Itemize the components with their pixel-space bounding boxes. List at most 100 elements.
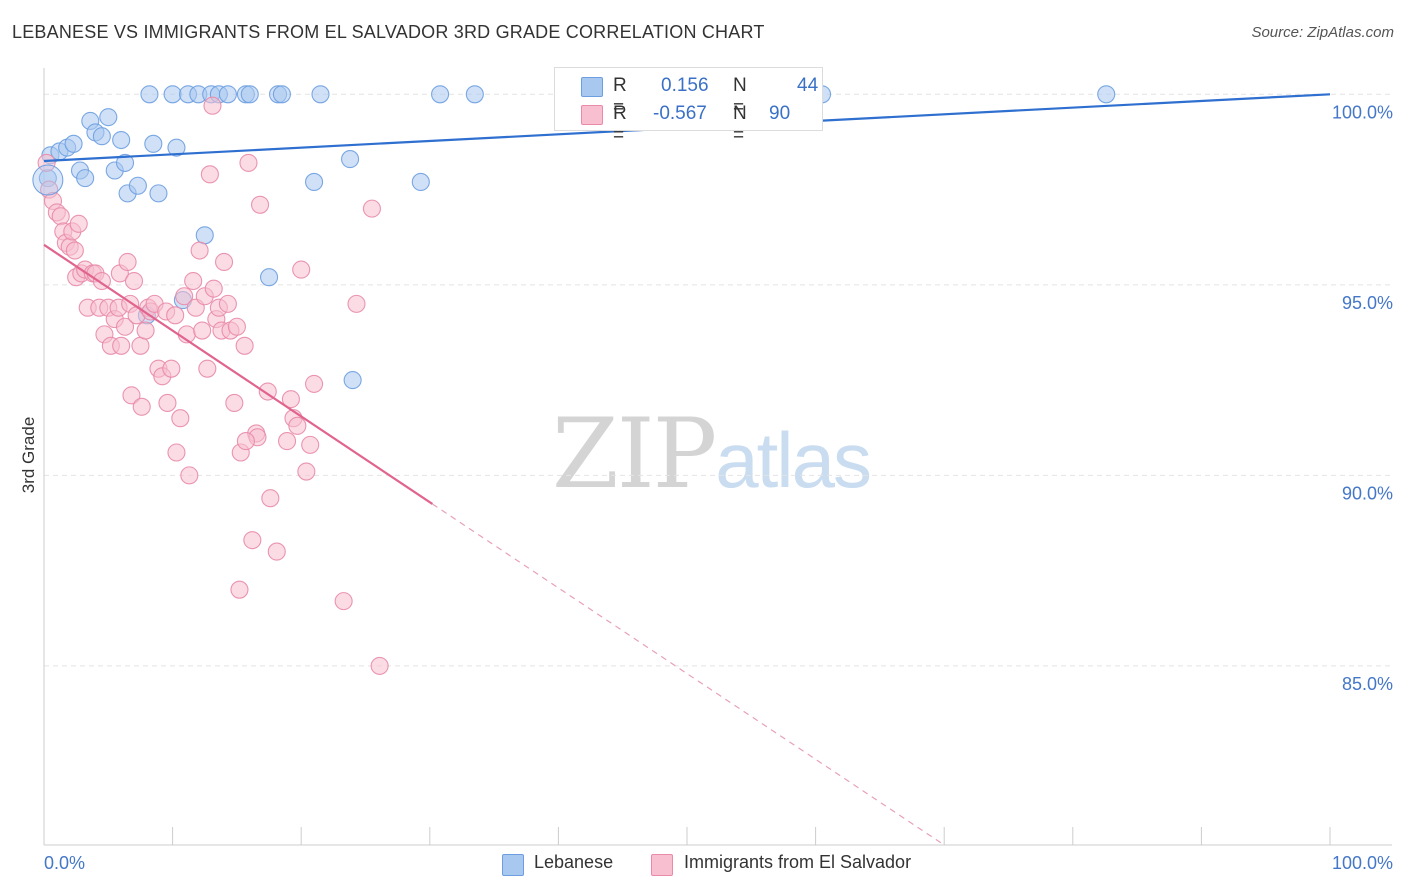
legend-n-label: N =	[733, 103, 747, 146]
lebanese-point	[240, 85, 259, 104]
el-salvador-point	[65, 241, 84, 260]
el-salvador-point	[118, 252, 137, 272]
el-salvador-point	[227, 317, 246, 336]
el-salvador-point	[115, 317, 135, 336]
watermark: ZIPatlas	[552, 398, 872, 510]
el-salvador-point	[51, 207, 70, 226]
legend-r-value: 0.156	[661, 75, 709, 96]
lebanese-point	[341, 150, 360, 169]
lebanese-point	[128, 176, 147, 195]
legend-n-label: N =	[733, 75, 747, 118]
el-salvador-point	[204, 279, 223, 298]
el-salvador-point	[239, 153, 258, 172]
el-salvador-point	[171, 409, 190, 428]
stats-legend: R = 0.156 N = 44 R = -0.567 N = 90	[554, 67, 823, 146]
el-salvador-point	[281, 390, 300, 409]
y-axis-label: 3rd Grade	[19, 417, 38, 494]
lebanese-point	[343, 371, 362, 390]
el-salvador-point	[305, 374, 324, 393]
lebanese-point	[144, 134, 163, 153]
el-salvador-point	[198, 359, 217, 378]
el-salvador-point	[267, 542, 286, 561]
y-tick-label: 90.0%	[1342, 483, 1393, 503]
el-salvador-point	[334, 592, 353, 611]
lebanese-point	[272, 85, 291, 104]
el-salvador-point	[347, 294, 366, 313]
lebanese-point	[218, 85, 237, 104]
el-salvador-point	[162, 359, 181, 378]
lebanese-point	[149, 184, 168, 203]
legend-n-value: 90	[769, 103, 791, 124]
lebanese-point	[431, 85, 450, 104]
el-salvador-point	[225, 393, 244, 413]
el-salvador-point	[122, 386, 141, 405]
el-salvador-point	[200, 165, 219, 184]
el-salvador-point	[218, 294, 237, 313]
el-salvador-point	[301, 435, 320, 454]
el-salvador-point	[236, 432, 255, 451]
lebanese-point	[140, 85, 159, 104]
el-salvador-point	[112, 336, 131, 355]
el-salvador-trend-extension	[432, 503, 945, 846]
source-label: Source: ZipAtlas.com	[1251, 24, 1394, 41]
legend-r-label: R =	[613, 103, 627, 146]
legend-swatch-lebanese	[502, 854, 524, 876]
el-salvador-point	[190, 241, 209, 260]
lebanese-point	[195, 226, 214, 245]
el-salvador-point	[214, 252, 234, 272]
legend-label-lebanese: Lebanese	[534, 852, 614, 872]
watermark-atlas: atlas	[715, 416, 872, 504]
el-salvador-point	[158, 393, 177, 413]
el-salvador-point	[184, 271, 203, 291]
el-salvador-point	[370, 656, 389, 675]
el-salvador-point	[362, 199, 381, 218]
el-salvador-point	[124, 271, 144, 291]
el-salvador-point	[250, 195, 270, 214]
el-salvador-point	[261, 489, 280, 508]
legend-swatch-lebanese	[581, 77, 603, 97]
lebanese-point	[76, 169, 95, 188]
lebanese-point	[64, 134, 83, 153]
y-tick-label: 85.0%	[1342, 674, 1393, 694]
el-salvador-point	[37, 153, 56, 172]
watermark-zip: ZIP	[552, 398, 717, 510]
lebanese-point	[115, 153, 135, 172]
el-salvador-point	[230, 580, 249, 599]
el-salvador-point	[297, 462, 316, 481]
el-salvador-point	[243, 531, 262, 550]
lebanese-point	[305, 172, 324, 191]
el-salvador-point	[292, 260, 311, 279]
el-salvador-point	[235, 336, 254, 355]
el-salvador-point	[193, 321, 212, 340]
lebanese-point	[1097, 85, 1116, 104]
lebanese-point	[99, 108, 118, 127]
legend-swatch-el-salvador	[581, 105, 603, 125]
lebanese-point	[259, 268, 279, 287]
el-salvador-point	[175, 287, 194, 306]
el-salvador-point	[166, 306, 185, 325]
el-salvador-point	[288, 416, 307, 435]
lebanese-point	[112, 130, 131, 150]
y-tick-label: 100.0%	[1332, 102, 1393, 122]
legend-r-label: R =	[613, 75, 627, 118]
el-salvador-point	[136, 321, 155, 340]
y-tick-label: 95.0%	[1342, 293, 1393, 313]
el-salvador-point	[203, 96, 222, 115]
series-legend: Lebanese Immigrants from El Salvador	[0, 851, 1406, 879]
legend-n-value: 44	[797, 75, 819, 96]
legend-swatch-el-salvador	[651, 854, 673, 876]
x-tick-label: 100.0%	[1332, 853, 1393, 873]
el-salvador-point	[180, 466, 199, 485]
lebanese-point	[411, 172, 430, 191]
lebanese-point	[163, 85, 182, 104]
el-salvador-point	[131, 336, 150, 355]
chart-title: LEBANESE VS IMMIGRANTS FROM EL SALVADOR …	[12, 22, 765, 42]
legend-r-value: -0.567	[653, 103, 707, 124]
lebanese-point	[92, 127, 111, 146]
legend-label-el-salvador: Immigrants from El Salvador	[684, 852, 912, 872]
lebanese-point	[465, 85, 484, 104]
x-tick-label: 0.0%	[44, 853, 85, 873]
el-salvador-point	[132, 397, 151, 416]
el-salvador-point	[278, 432, 297, 451]
